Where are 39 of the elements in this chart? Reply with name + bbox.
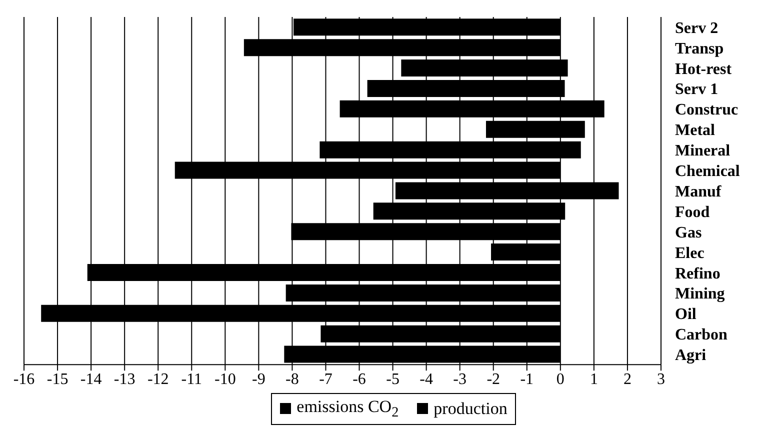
y-tick-label: Serv 1 (675, 81, 718, 98)
x-tick-label: -10 (214, 370, 236, 388)
x-tick-label: -2 (486, 370, 500, 388)
y-tick-label: Carbon (675, 326, 728, 344)
y-tick-label: Serv 2 (675, 20, 718, 37)
y-tick-label: Metal (675, 122, 716, 140)
x-tick-label: -15 (46, 370, 68, 388)
x-tick-label: -12 (147, 370, 169, 388)
x-tick-label: -1 (520, 370, 534, 388)
y-tick-label: Construc (675, 102, 738, 119)
x-tick-label: -13 (114, 370, 136, 388)
x-tick-label: -6 (352, 370, 366, 388)
y-tick-label: Manuf (675, 183, 722, 200)
y-tick-label: Elec (675, 244, 704, 262)
y-tick-label: Food (675, 204, 710, 221)
y-tick-label: Oil (675, 306, 697, 324)
y-tick-label: Chemical (675, 163, 740, 180)
x-tick-label: -4 (420, 370, 433, 388)
x-tick-label: 0 (556, 370, 564, 388)
x-tick-label: -3 (453, 370, 467, 388)
x-tick-label: -5 (386, 370, 400, 388)
x-tick-label: 1 (590, 370, 598, 388)
x-tick-label: -14 (80, 370, 102, 388)
y-tick-label: Transp (675, 40, 724, 58)
y-tick-label: Mining (675, 286, 725, 303)
x-tick-label: -16 (13, 370, 35, 388)
y-tick-label: Agri (675, 347, 707, 364)
x-tick-label: -7 (319, 370, 332, 388)
x-tick-label: -8 (286, 370, 299, 388)
x-tick-label: -11 (181, 370, 202, 388)
legend-label: production (434, 398, 508, 419)
legend-label: emissions CO$_{2}$ (296, 396, 399, 421)
y-tick-label: Refino (675, 265, 720, 282)
x-tick-label: -9 (252, 370, 266, 388)
y-tick-label: Gas (675, 224, 702, 242)
y-tick-label: Hot-rest (675, 60, 732, 78)
x-tick-label: 3 (657, 370, 665, 388)
x-tick-label: 2 (623, 370, 632, 388)
y-tick-label: Mineral (675, 142, 731, 160)
